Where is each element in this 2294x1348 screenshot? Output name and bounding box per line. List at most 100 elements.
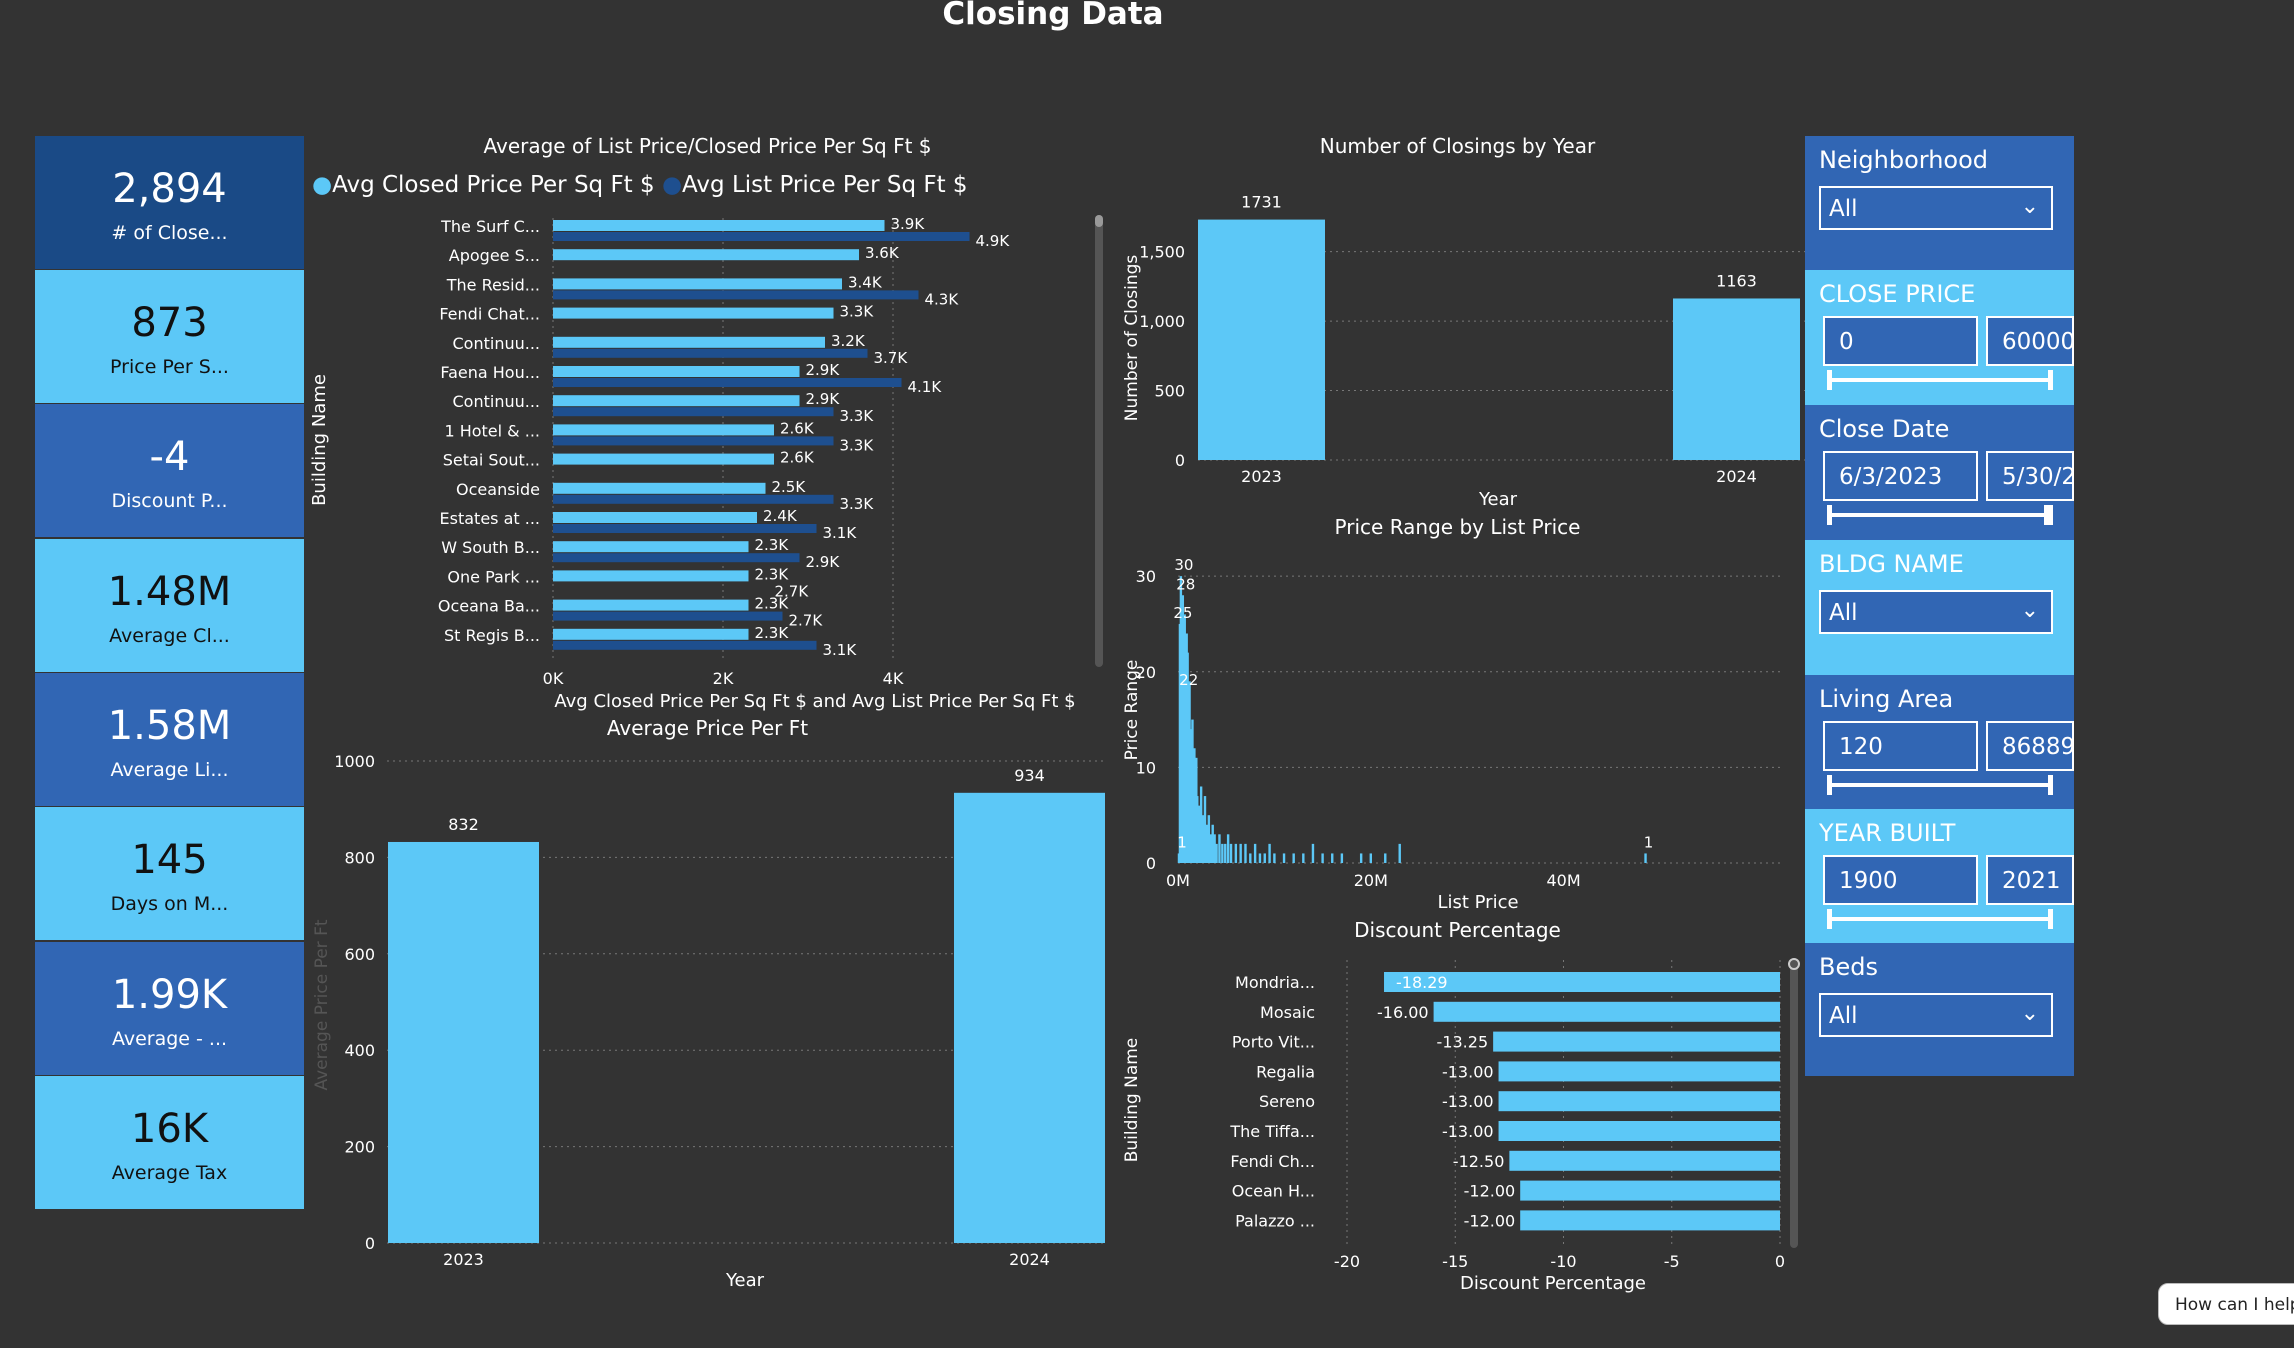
- discount-data-label: -13.25: [1437, 1033, 1489, 1052]
- slicer-title: Beds: [1819, 953, 1878, 981]
- close-date-end-input[interactable]: 5/30/2: [1986, 451, 2074, 501]
- sqft-bar-closed: [553, 570, 749, 582]
- chevron-down-icon: ⌄: [2020, 1001, 2039, 1026]
- kpi-value: 145: [131, 837, 208, 883]
- chevron-down-icon: ⌄: [2020, 598, 2039, 623]
- pricerange-bar: [1258, 853, 1262, 863]
- pricerange-bar: [1203, 796, 1207, 863]
- sqft-bar-closed: [553, 395, 800, 407]
- slider-handle-min[interactable]: [1827, 909, 1832, 929]
- slider-handle-max[interactable]: [2048, 370, 2053, 390]
- sqft-bar-list: [553, 378, 902, 387]
- slicer-title: BLDG NAME: [1819, 550, 1964, 578]
- sqft-label-list: 4.1K: [908, 378, 943, 396]
- close-date-start-input[interactable]: 6/3/2023: [1823, 451, 1978, 501]
- sqft-bar-list: [553, 524, 817, 533]
- kpi-card-days-on-market[interactable]: 145 Days on M...: [35, 807, 304, 940]
- living-area-slider[interactable]: [1827, 775, 2053, 795]
- close-price-min-input[interactable]: 0: [1823, 316, 1978, 366]
- pricerange-bar: [1211, 824, 1214, 863]
- avgprice-y-tick: 400: [344, 1041, 375, 1060]
- sqft-label-closed: 3.6K: [865, 244, 900, 262]
- legend-closed-label: Avg Closed Price Per Sq Ft $: [332, 172, 655, 198]
- discount-chart[interactable]: -20 -15 -10 -5 0 Mondria... -18.29 Mosaic -16.00…: [1115, 950, 1805, 1300]
- kpi-card-discount[interactable]: -4 Discount P...: [35, 404, 304, 537]
- slider-handle-max[interactable]: [2048, 775, 2053, 795]
- sqft-bar-closed: [553, 512, 757, 523]
- kpi-card-price-per-sqft[interactable]: 873 Price Per S...: [35, 270, 304, 403]
- discount-bar: [1433, 1001, 1780, 1022]
- sqft-bar-closed: [553, 628, 749, 640]
- discount-bar: [1493, 1031, 1780, 1052]
- sqft-bar-list: [553, 611, 783, 621]
- living-area-slicer: Living Area 120 86889: [1805, 675, 2074, 809]
- sqft-label-list: 3.3K: [840, 495, 875, 513]
- sqft-bar-list: [553, 348, 868, 358]
- slicer-title: CLOSE PRICE: [1819, 280, 1976, 308]
- bldg-name-slicer: BLDG NAME All ⌄: [1805, 540, 2074, 675]
- beds-dropdown[interactable]: All ⌄: [1819, 993, 2053, 1037]
- kpi-card-average-hoa[interactable]: 1.99K Average - ...: [35, 942, 304, 1075]
- discount-data-label: -13.00: [1442, 1092, 1494, 1111]
- slider-handle-min[interactable]: [1827, 370, 1832, 390]
- beds-slicer: Beds All ⌄: [1805, 943, 2074, 1076]
- discount-bar: [1498, 1061, 1780, 1082]
- pricerange-bar: [1226, 834, 1230, 863]
- discount-data-label: -13.00: [1442, 1062, 1494, 1081]
- neighborhood-dropdown[interactable]: All ⌄: [1819, 186, 2053, 230]
- kpi-card-average-close[interactable]: 1.48M Average Cl...: [35, 539, 304, 672]
- slider-handle-min[interactable]: [1827, 505, 1832, 525]
- sqft-category-label: W South B...: [441, 538, 540, 557]
- help-chat-button[interactable]: How can I help: [2158, 1283, 2294, 1325]
- slider-handle-min[interactable]: [1827, 775, 1832, 795]
- slicer-title: Close Date: [1819, 415, 1950, 443]
- discount-bar: [1498, 1121, 1780, 1141]
- year-built-max-input[interactable]: 2021: [1986, 855, 2074, 905]
- slider-handle-max-2[interactable]: [2048, 505, 2053, 525]
- discount-data-label: -12.00: [1464, 1182, 1516, 1201]
- avgprice-y-tick: 200: [344, 1138, 375, 1157]
- living-area-max-input[interactable]: 86889: [1986, 721, 2074, 771]
- slider-handle-max[interactable]: [2048, 909, 2053, 929]
- kpi-card-closings[interactable]: 2,894 # of Close...: [35, 136, 304, 269]
- sqft-label-list: 4.9K: [976, 232, 1011, 250]
- pricerange-data-label: 1: [1177, 833, 1187, 851]
- kpi-card-average-list[interactable]: 1.58M Average Li...: [35, 673, 304, 806]
- slider-handle-max[interactable]: [2044, 505, 2049, 525]
- sqft-bar-closed: [553, 249, 859, 261]
- closings-data-label: 1731: [1241, 193, 1282, 212]
- discount-category-label: Palazzo ...: [1235, 1211, 1315, 1230]
- pricerange-bar: [1384, 853, 1387, 863]
- discount-data-label: -13.00: [1442, 1122, 1494, 1141]
- year-built-min-input[interactable]: 1900: [1823, 855, 1978, 905]
- avgprice-y-axis-label: Average Price Per Ft: [312, 919, 332, 1090]
- kpi-card-average-tax[interactable]: 16K Average Tax: [35, 1076, 304, 1209]
- pricerange-bar: [1340, 853, 1344, 863]
- kpi-value: 873: [131, 300, 208, 346]
- close-price-slider[interactable]: [1827, 370, 2053, 390]
- sqft-bar-closed: [553, 220, 885, 231]
- living-area-min-input[interactable]: 120: [1823, 721, 1978, 771]
- close-price-max-input[interactable]: 60000: [1986, 316, 2074, 366]
- sqft-label-list: 3.3K: [840, 407, 875, 425]
- sqft-label-closed: 2.3K: [755, 595, 790, 613]
- year-built-slider[interactable]: [1827, 909, 2053, 929]
- kpi-value: 16K: [130, 1106, 209, 1152]
- sqft-category-label: Continuu...: [453, 392, 541, 411]
- avgprice-data-label: 832: [448, 815, 479, 834]
- pricerange-y-tick: 10: [1136, 758, 1156, 777]
- avgprice-y-tick: 0: [365, 1234, 375, 1253]
- pricerange-y-axis-label: Price Range: [1122, 660, 1142, 761]
- avgprice-chart[interactable]: 0 200 400 600 800 1000 832 2023 934 2024 Average P…: [305, 745, 1110, 1305]
- sqft-chart[interactable]: 0K 2K 4K The Surf C... 3.9K 4.9K Apogee S... 3.…: [305, 210, 1110, 740]
- kpi-label: Average Tax: [111, 1162, 228, 1184]
- sqft-bar-list: [553, 553, 800, 563]
- bldg-name-dropdown[interactable]: All ⌄: [1819, 590, 2053, 634]
- pricerange-x-tick: 40M: [1547, 871, 1581, 890]
- close-date-slider[interactable]: [1827, 505, 2053, 525]
- closings-chart[interactable]: 0 500 1,000 1,500 1731 2023 1163 2024 Number of …: [1115, 170, 1805, 515]
- dropdown-value: All: [1829, 600, 1858, 626]
- discount-category-label: Mondria...: [1235, 973, 1315, 992]
- sqft-bar-closed: [553, 366, 800, 377]
